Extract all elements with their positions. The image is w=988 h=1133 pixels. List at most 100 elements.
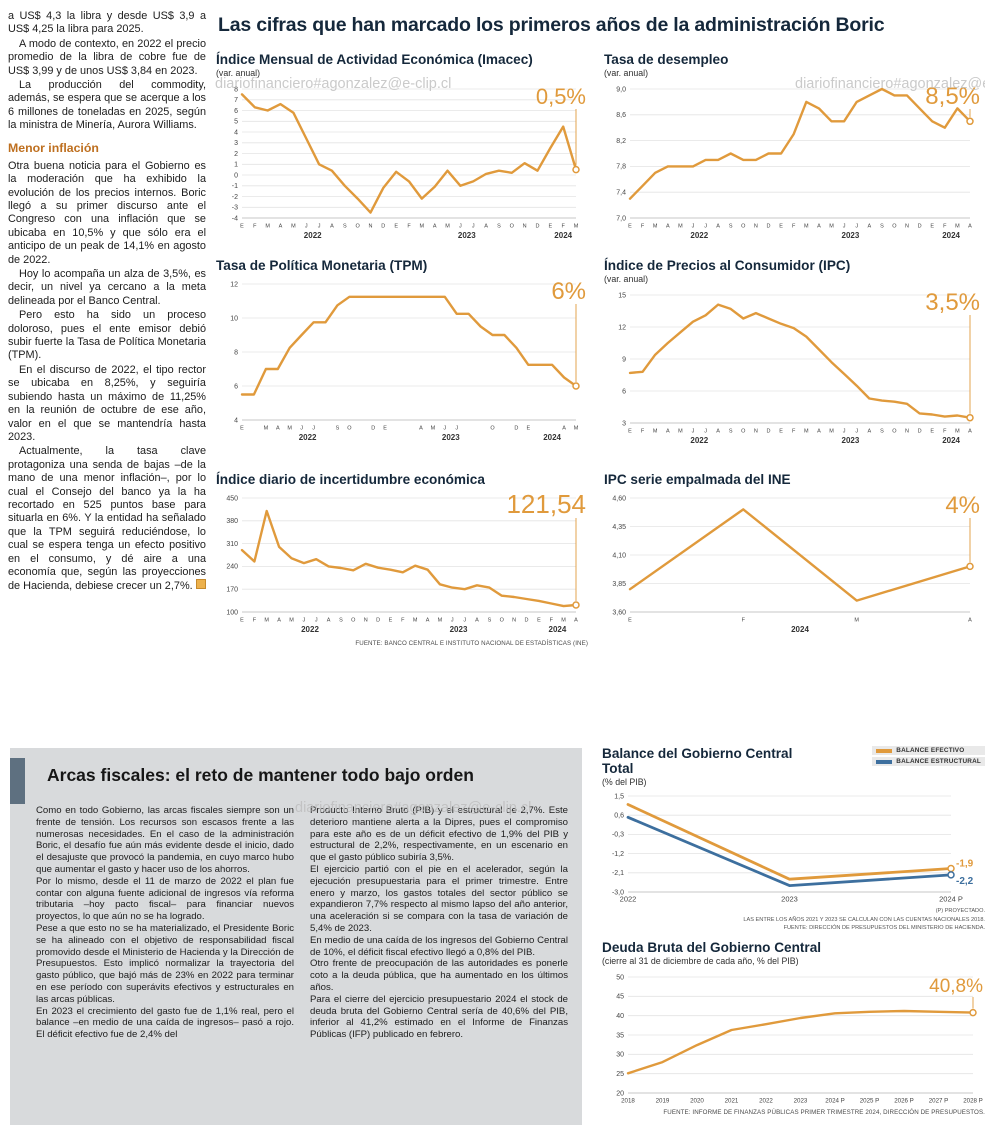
svg-text:30: 30 [616,1052,624,1059]
svg-text:40,8%: 40,8% [929,976,983,997]
svg-text:2022: 2022 [620,895,637,904]
svg-text:-2,1: -2,1 [612,870,624,877]
svg-text:M: M [289,618,294,624]
svg-text:O: O [510,224,515,230]
svg-text:O: O [892,429,897,435]
svg-text:D: D [376,618,380,624]
svg-text:A: A [419,426,423,432]
chart-title: Tasa de desempleo [604,52,729,67]
svg-text:M: M [561,618,566,624]
svg-text:E: E [930,429,934,435]
deuda-line-chart: 50 45 40 35 30 25 20 2018 2019 2020 2021 2022 2023 20… [602,967,985,1107]
svg-text:D: D [918,429,922,435]
svg-text:2024: 2024 [543,433,561,442]
svg-text:-2,2: -2,2 [956,876,974,887]
svg-text:4%: 4% [945,492,980,519]
ipc-ine-line-chart: 4,60 4,35 4,10 3,85 3,60 E F M A 2024 4% [604,488,982,638]
article-paragraph: Por lo mismo, desde el 11 de marzo de 20… [36,875,294,923]
svg-text:J: J [312,426,315,432]
svg-text:2025 P: 2025 P [860,1098,880,1105]
svg-text:E: E [628,224,632,230]
svg-text:2023: 2023 [781,895,798,904]
svg-text:1,5: 1,5 [614,793,624,800]
svg-text:7,8: 7,8 [616,164,626,171]
svg-text:7,4: 7,4 [616,190,626,197]
svg-text:J: J [855,429,858,435]
svg-text:100: 100 [226,609,238,616]
svg-text:0: 0 [234,172,238,179]
fiscal-article-column-1: Como en todo Gobierno, las arcas fiscale… [36,805,294,1041]
svg-text:J: J [451,618,454,624]
desempleo-chart-block: Tasa de desempleo (var. anual) 9,0 8,6 8,2… [604,52,982,244]
desempleo-line-chart-svg: 9,08,68,27,87,47,0E F M A M J J A S O N D E F M A M J J A S O… [616,83,980,240]
svg-text:4,10: 4,10 [612,552,626,559]
svg-text:240: 240 [226,564,238,571]
ipc-line-chart: 15 12 9 6 3 E F M A M J J A S O N D E F M A M J J A S O N D E F M A 2022 2… [604,285,982,449]
svg-text:8,2: 8,2 [616,138,626,145]
fiscal-article-box: Arcas fiscales: el reto de mantener todo… [10,748,582,1125]
svg-text:J: J [704,224,707,230]
svg-text:E: E [383,426,387,432]
svg-text:2024 P: 2024 P [825,1098,845,1105]
left-article-column: a US$ 4,3 la libra y desde US$ 3,9 a US$… [8,10,206,595]
svg-text:N: N [512,618,516,624]
svg-text:E: E [930,224,934,230]
svg-text:D: D [371,426,375,432]
svg-text:2022: 2022 [690,231,708,240]
svg-text:2: 2 [234,151,238,158]
deuda-chart-block: Deuda Bruta del Gobierno Central (cierre… [602,940,985,1116]
svg-text:2018: 2018 [621,1098,635,1105]
svg-text:2028 P: 2028 P [963,1098,983,1105]
svg-text:M: M [431,426,436,432]
svg-text:F: F [792,224,796,230]
svg-text:J: J [443,426,446,432]
svg-text:N: N [364,618,368,624]
svg-text:N: N [905,224,909,230]
svg-text:S: S [336,426,340,432]
svg-text:F: F [253,618,257,624]
incertidumbre-chart-block: Índice diario de incertidumbre económica… [216,472,588,647]
svg-text:2021: 2021 [725,1098,739,1105]
svg-text:J: J [315,618,318,624]
svg-text:J: J [303,618,306,624]
svg-text:-4: -4 [232,215,238,222]
svg-text:M: M [265,224,270,230]
svg-text:S: S [729,224,733,230]
svg-text:E: E [779,429,783,435]
tpm-chart-block: Tasa de Política Monetaria (TPM) 12 10 8 6 4… [216,258,588,446]
svg-text:8,6: 8,6 [616,112,626,119]
svg-text:3: 3 [234,140,238,147]
svg-text:2020: 2020 [690,1098,704,1105]
svg-text:2019: 2019 [656,1098,670,1105]
svg-text:F: F [407,224,411,230]
chart-subtitle: (var. anual) [604,274,649,284]
svg-text:2022: 2022 [301,625,319,634]
svg-text:J: J [305,224,308,230]
svg-text:J: J [843,224,846,230]
deuda-source: FUENTE: INFORME DE FINANZAS PÚBLICAS PRI… [663,1109,985,1116]
svg-text:8: 8 [234,86,238,93]
article-paragraph: Como en todo Gobierno, las arcas fiscale… [36,805,294,875]
legend-item-efectivo: BALANCE EFECTIVO [872,746,985,755]
svg-text:4,35: 4,35 [612,524,626,531]
svg-text:A: A [968,224,972,230]
svg-text:380: 380 [226,518,238,525]
svg-text:M: M [829,429,834,435]
svg-text:F: F [742,618,746,624]
svg-text:2023: 2023 [842,231,860,240]
article-paragraph: Otro frente de preocupación de las autor… [310,958,568,993]
svg-text:450: 450 [226,495,238,502]
svg-text:10: 10 [230,315,238,322]
svg-text:E: E [526,426,530,432]
svg-text:M: M [264,618,269,624]
svg-text:2024: 2024 [942,436,960,445]
svg-text:M: M [653,224,658,230]
svg-text:4: 4 [234,417,238,424]
svg-text:2024: 2024 [791,625,809,634]
svg-text:E: E [240,618,244,624]
svg-text:M: M [420,224,425,230]
svg-text:N: N [754,429,758,435]
svg-text:M: M [854,618,859,624]
svg-text:2022: 2022 [304,231,322,240]
svg-text:O: O [741,224,746,230]
